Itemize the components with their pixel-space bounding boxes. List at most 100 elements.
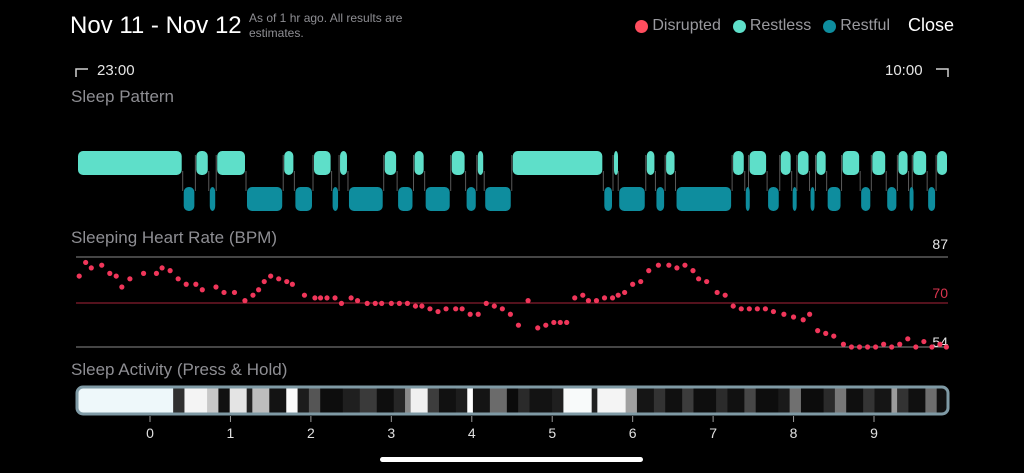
hr-point — [831, 333, 837, 339]
activity-band — [778, 387, 791, 414]
hr-point — [221, 289, 227, 296]
activity-band — [636, 387, 655, 414]
activity-band — [834, 387, 847, 414]
hr-point — [268, 273, 274, 279]
hr-point — [905, 336, 911, 342]
x-tick-label: 6 — [629, 425, 637, 441]
hr-point — [722, 292, 728, 298]
hr-point — [483, 300, 489, 306]
estimate-note: As of 1 hr ago. All results are estimate… — [249, 11, 403, 40]
hr-point — [289, 281, 295, 287]
hr-point — [250, 292, 256, 298]
pattern-segment-restless — [512, 151, 603, 175]
hr-point — [630, 281, 636, 287]
activity-band — [518, 387, 530, 414]
activity-band — [846, 387, 864, 414]
pattern-segment-restless — [842, 151, 860, 175]
pattern-segment-restful — [656, 187, 665, 211]
pattern-segment-restless — [284, 151, 294, 175]
pattern-segment-restless — [937, 151, 947, 175]
hr-point — [256, 287, 262, 293]
hr-point — [507, 311, 513, 317]
pattern-segment-restless — [451, 151, 465, 175]
hr-point — [317, 295, 324, 301]
activity-band — [467, 387, 474, 414]
disrupted-swatch — [635, 19, 649, 33]
hr-point — [140, 270, 147, 276]
activity-band — [455, 387, 468, 414]
activity-band — [308, 387, 321, 414]
hr-point — [515, 322, 522, 328]
pattern-segment-restless — [898, 151, 908, 175]
hr-point — [388, 300, 394, 306]
pattern-segment-restful — [768, 187, 779, 211]
legend: Disrupted Restless Restful — [635, 17, 890, 35]
hr-point — [730, 303, 736, 309]
hr-point — [107, 270, 113, 276]
hr-point — [113, 273, 119, 279]
activity-band — [591, 387, 598, 414]
hr-point — [655, 262, 662, 268]
activity-band — [320, 387, 344, 414]
pattern-segment-restless — [733, 151, 744, 175]
x-tick-label: 7 — [709, 425, 717, 441]
activity-band — [908, 387, 926, 414]
activity-band — [269, 387, 287, 414]
hr-point — [261, 278, 267, 285]
hr-point — [83, 259, 89, 266]
activity-band — [506, 387, 519, 414]
hr-point — [840, 341, 847, 347]
close-button[interactable]: Close — [907, 15, 954, 35]
legend-label-restful: Restful — [840, 17, 890, 34]
legend-item-restful: Restful — [823, 17, 890, 35]
hr-point — [873, 344, 879, 350]
legend-item-restless: Restless — [732, 17, 812, 35]
hr-point — [167, 268, 173, 274]
hr-point — [404, 300, 411, 306]
hr-point — [427, 306, 433, 312]
hr-label-avg: 70 — [932, 285, 948, 301]
hr-point — [159, 265, 165, 271]
hr-point — [324, 295, 330, 301]
hr-point — [99, 262, 105, 268]
pattern-segment-restful — [485, 187, 511, 211]
hr-point — [412, 303, 419, 309]
hr-point — [491, 303, 497, 309]
activity-band — [529, 387, 553, 414]
hr-point — [921, 338, 927, 345]
pattern-segment-restless — [340, 151, 347, 175]
hr-point — [815, 328, 821, 334]
legend-item-disrupted: Disrupted — [635, 17, 721, 35]
x-tick-label: 5 — [548, 425, 556, 441]
legend-label-restless: Restless — [749, 17, 812, 34]
hr-point — [897, 341, 903, 347]
activity-band — [184, 387, 208, 414]
home-indicator[interactable] — [380, 457, 643, 462]
activity-band — [173, 387, 185, 414]
hr-point — [76, 273, 82, 279]
activity-band — [218, 387, 231, 414]
end-time: 10:00 — [885, 62, 923, 79]
hr-point — [746, 306, 752, 312]
hr-point — [231, 289, 238, 296]
hr-point — [312, 295, 318, 301]
x-tick-label: 8 — [790, 425, 798, 441]
hr-point — [348, 295, 354, 301]
restless-swatch — [732, 19, 746, 33]
activity-band — [77, 387, 174, 414]
pattern-segment-restful — [619, 187, 645, 211]
hr-point — [638, 278, 644, 285]
pattern-segment-restful — [827, 187, 841, 211]
hr-point — [696, 276, 702, 282]
hr-point — [88, 265, 94, 271]
activity-band — [653, 387, 666, 414]
hr-point — [557, 319, 563, 326]
hr-point — [622, 289, 628, 296]
hr-point — [153, 270, 160, 276]
hr-point — [754, 306, 760, 312]
hr-point — [585, 298, 592, 304]
hr-point — [435, 308, 441, 315]
pattern-segment-restful — [792, 187, 797, 211]
